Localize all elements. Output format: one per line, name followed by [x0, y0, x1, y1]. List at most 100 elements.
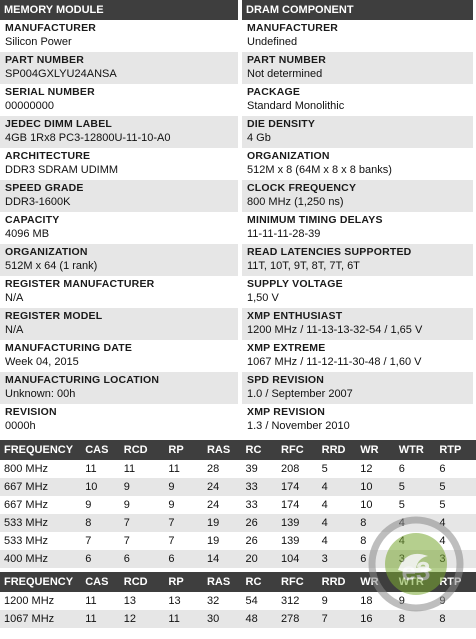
field-label: SPEED GRADE	[5, 182, 84, 194]
xmp-timing-cell: 1067 MHz	[0, 610, 82, 628]
xmp-timing-cell: 13	[119, 592, 165, 610]
field-value: Week 04, 2015	[5, 356, 79, 368]
xmp-col-header: WR	[356, 572, 395, 592]
jedec-timing-cell: 6	[119, 550, 165, 568]
dram-field: SPD REVISION 1.0 / September 2007	[242, 372, 473, 404]
field-value: 512M x 8 (64M x 8 x 8 banks)	[247, 164, 392, 176]
xmp-col-header: RCD	[119, 572, 165, 592]
field-value: 1.3 / November 2010	[247, 420, 350, 432]
jedec-timing-cell: 9	[81, 496, 120, 514]
field-value: Silicon Power	[5, 36, 72, 48]
jedec-timing-cell: 667 MHz	[0, 496, 82, 514]
field-value: 0000h	[5, 420, 36, 432]
jedec-timing-row: 667 MHz 10 9 9 24 33 174 4 10 5 5	[0, 478, 476, 496]
field-label: REGISTER MANUFACTURER	[5, 278, 155, 290]
jedec-timing-cell: 9	[164, 478, 203, 496]
xmp-timing-cell: 13	[164, 592, 203, 610]
dram-field: CLOCK FREQUENCY 800 MHz (1,250 ns)	[242, 180, 473, 212]
jedec-timing-cell: 5	[394, 478, 436, 496]
jedec-timing-cell: 33	[241, 478, 278, 496]
field-label: SUPPLY VOLTAGE	[247, 278, 343, 290]
jedec-timing-cell: 4	[317, 514, 357, 532]
jedec-timing-cell: 6	[356, 550, 395, 568]
jedec-timing-row: 800 MHz 11 11 11 28 39 208 5 12 6 6	[0, 460, 476, 478]
xmp-col-header: RAS	[202, 572, 242, 592]
field-value: SP004GXLYU24ANSA	[5, 68, 117, 80]
module-field: ORGANIZATION 512M x 64 (1 rank)	[0, 244, 238, 276]
jedec-timing-row: 400 MHz 6 6 6 14 20 104 3 6 3 3	[0, 550, 476, 568]
field-label: ORGANIZATION	[5, 246, 88, 258]
xmp-timing-cell: 9	[435, 592, 476, 610]
field-value: N/A	[5, 292, 24, 304]
xmp-timing-cell: 11	[164, 610, 203, 628]
xmp-timing-cell: 32	[202, 592, 242, 610]
xmp-timing-table: FREQUENCY CAS RCD RP RAS RC RFC RRD WR WTR RTP 120…	[0, 572, 476, 628]
module-field: SERIAL NUMBER 00000000	[0, 84, 238, 116]
field-value: 11T, 10T, 9T, 8T, 7T, 6T	[247, 260, 360, 272]
xmp-timing-cell: 8	[435, 610, 476, 628]
jedec-timing-cell: 7	[164, 532, 203, 550]
jedec-timing-cell: 39	[241, 460, 278, 478]
field-value: Standard Monolithic	[247, 100, 345, 112]
field-label: ORGANIZATION	[247, 150, 330, 162]
jedec-timing-cell: 174	[277, 496, 318, 514]
field-value: 4 Gb	[247, 132, 271, 144]
jedec-timing-row: 533 MHz 7 7 7 19 26 139 4 8 4 4	[0, 532, 476, 550]
field-value: 512M x 64 (1 rank)	[5, 260, 98, 272]
dram-field: SUPPLY VOLTAGE 1,50 V	[242, 276, 473, 308]
jedec-col-header: RAS	[202, 440, 242, 460]
module-field: MANUFACTURING LOCATION Unknown: 00h	[0, 372, 238, 404]
jedec-timing-cell: 400 MHz	[0, 550, 82, 568]
field-value: 1067 MHz / 11-12-11-30-48 / 1,60 V	[247, 356, 422, 368]
jedec-timing-cell: 10	[356, 478, 395, 496]
jedec-timing-cell: 28	[202, 460, 242, 478]
module-field: REGISTER MANUFACTURER N/A	[0, 276, 238, 308]
xmp-timing-cell: 11	[81, 610, 120, 628]
field-label: XMP EXTREME	[247, 342, 326, 354]
jedec-col-header: FREQUENCY	[0, 440, 82, 460]
info-row: MANUFACTURING LOCATION Unknown: 00h SPD RE…	[0, 372, 476, 404]
xmp-col-header: FREQUENCY	[0, 572, 82, 592]
jedec-timing-cell: 533 MHz	[0, 514, 82, 532]
xmp-timing-cell: 1200 MHz	[0, 592, 82, 610]
xmp-timing-cell: 312	[277, 592, 318, 610]
info-row: MANUFACTURER Silicon Power MANUFACTURER Und…	[0, 20, 476, 52]
info-row: SPEED GRADE DDR3-1600K CLOCK FREQUENCY 800 …	[0, 180, 476, 212]
field-label: CLOCK FREQUENCY	[247, 182, 357, 194]
xmp-timing-row: 1200 MHz 11 13 13 32 54 312 9 18 9 9	[0, 592, 476, 610]
jedec-timing-cell: 4	[435, 514, 476, 532]
xmp-col-header: RP	[164, 572, 203, 592]
field-label: MINIMUM TIMING DELAYS	[247, 214, 383, 226]
field-value: 1,50 V	[247, 292, 279, 304]
xmp-timing-header-row: FREQUENCY CAS RCD RP RAS RC RFC RRD WR WTR RTP	[0, 572, 476, 592]
field-label: ARCHITECTURE	[5, 150, 91, 162]
dram-field: XMP EXTREME 1067 MHz / 11-12-11-30-48 / 1…	[242, 340, 473, 372]
jedec-timing-cell: 4	[435, 532, 476, 550]
jedec-timing-cell: 8	[81, 514, 120, 532]
xmp-col-header: WTR	[394, 572, 436, 592]
field-label: PART NUMBER	[5, 54, 85, 66]
module-field: MANUFACTURER Silicon Power	[0, 20, 238, 52]
jedec-timing-cell: 6	[164, 550, 203, 568]
jedec-timing-cell: 26	[241, 514, 278, 532]
jedec-col-header: RTP	[435, 440, 476, 460]
memory-module-header: MEMORY MODULE	[0, 0, 238, 20]
jedec-timing-cell: 5	[435, 478, 476, 496]
xmp-col-header: CAS	[81, 572, 120, 592]
field-value: DDR3-1600K	[5, 196, 71, 208]
field-value: 11-11-11-28-39	[247, 228, 321, 240]
jedec-timing-cell: 7	[119, 514, 165, 532]
xmp-timing-cell: 278	[277, 610, 318, 628]
field-label: MANUFACTURING DATE	[5, 342, 133, 354]
jedec-timing-cell: 5	[317, 460, 357, 478]
field-label: PART NUMBER	[247, 54, 327, 66]
module-field: SPEED GRADE DDR3-1600K	[0, 180, 238, 212]
jedec-timing-cell: 3	[394, 550, 436, 568]
jedec-timing-table: FREQUENCY CAS RCD RP RAS RC RFC RRD WR WTR RTP 800…	[0, 440, 476, 568]
jedec-timing-cell: 104	[277, 550, 318, 568]
field-label: SPD REVISION	[247, 374, 325, 386]
jedec-timing-cell: 533 MHz	[0, 532, 82, 550]
xmp-timing-cell: 9	[317, 592, 357, 610]
jedec-timing-cell: 3	[435, 550, 476, 568]
